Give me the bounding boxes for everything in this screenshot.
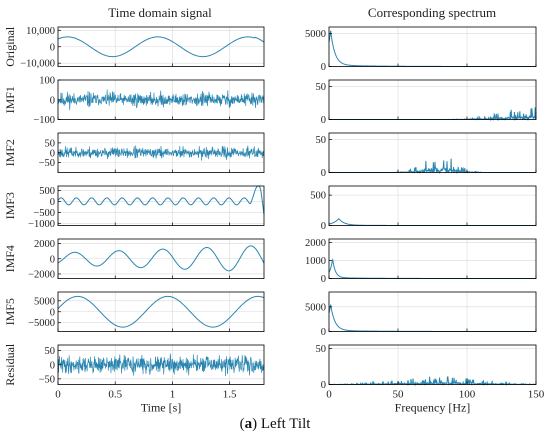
- spectrum-row-imf1: 50 0: [316, 79, 537, 126]
- series-line-imf5: [57, 295, 265, 328]
- spectrum-row-imf4: 2000 1000 0: [305, 238, 537, 285]
- x-tick-label: 0: [55, 389, 61, 401]
- series-line-imf3: [57, 185, 265, 215]
- axes-frame: [328, 79, 537, 120]
- y-tick-label: −50: [39, 158, 55, 169]
- series-line-imf1: [329, 107, 537, 122]
- y-tick-label: 0: [50, 197, 55, 208]
- y-tick-label: 0: [321, 115, 326, 126]
- series-line-residual: [328, 375, 537, 387]
- y-tick-label: 1000: [305, 256, 326, 267]
- time-row-imf2: 500−50 IMF2: [3, 132, 265, 173]
- series-line-imf3: [328, 218, 536, 226]
- axes-frame: [328, 26, 537, 67]
- axes-frame: [328, 291, 537, 332]
- time-row-imf1: 100 0 −100 IMF1: [3, 76, 265, 126]
- series-line-imf2: [57, 145, 265, 161]
- spectrum-row-original: 5000 0: [305, 26, 537, 73]
- spectrum-row-imf5: 5000 0: [305, 291, 537, 338]
- y-tick-label: −500: [33, 208, 55, 219]
- time-row-imf3: 5000−500−1000 IMF3: [3, 185, 265, 230]
- x-tick-label: 0.5: [108, 389, 122, 401]
- series-line-residual: [57, 353, 265, 377]
- y-tick-label: 500: [39, 186, 55, 197]
- y-tick-label: 50: [45, 346, 56, 357]
- y-tick-label: 2000: [34, 239, 55, 250]
- left-panel-title: Time domain signal: [108, 5, 212, 20]
- series-line-imf4: [57, 245, 265, 272]
- y-tick-label: 500: [310, 191, 326, 202]
- x-tick-label: 150: [528, 389, 545, 401]
- row-label-imf4: IMF4: [3, 245, 17, 272]
- y-tick-label: 0: [321, 62, 326, 73]
- x-axis-label: Frequency [Hz]: [395, 401, 471, 415]
- row-label-residual: Residual: [3, 343, 17, 386]
- y-tick-label: −1000: [28, 219, 55, 230]
- axes-frame: [328, 185, 537, 226]
- y-tick-label: 50: [45, 138, 56, 149]
- y-tick-label: 0: [321, 168, 326, 179]
- y-tick-label: 5000: [305, 29, 326, 40]
- spectrum-row-imf3: 500 0: [310, 185, 537, 232]
- y-tick-label: 0: [321, 380, 326, 391]
- axes-frame: [328, 238, 537, 279]
- series-line-original: [328, 30, 536, 67]
- y-tick-label: 5000: [34, 296, 55, 307]
- y-tick-label: 10,000: [26, 26, 55, 37]
- series-line-imf5: [328, 304, 536, 332]
- caption-label: a: [244, 416, 253, 432]
- y-tick-label: 0: [50, 254, 55, 265]
- axes-frame: [328, 344, 537, 385]
- right-panel-title: Corresponding spectrum: [368, 5, 496, 20]
- y-tick-label: 0: [50, 307, 55, 318]
- y-tick-label: 0: [50, 360, 55, 371]
- x-tick-label: 100: [459, 389, 476, 401]
- figure-caption: (a) Left Tilt: [239, 416, 311, 432]
- row-label-imf2: IMF2: [3, 139, 17, 166]
- x-tick-label: 0: [326, 389, 332, 401]
- y-tick-label: 2000: [305, 238, 326, 249]
- y-tick-label: −5000: [28, 318, 55, 329]
- axes-frame: [57, 185, 265, 226]
- y-tick-label: 50: [316, 82, 327, 93]
- series-line-imf4: [328, 258, 536, 279]
- y-tick-label: 100: [39, 76, 55, 87]
- spectrum-row-imf2: 50 0: [316, 132, 537, 179]
- series-line-original: [57, 36, 265, 58]
- x-tick-label: 1: [170, 389, 176, 401]
- caption-text: Left Tilt: [257, 416, 311, 432]
- y-tick-label: −10,000: [20, 59, 55, 70]
- x-tick-label: 1.5: [223, 389, 237, 401]
- y-tick-label: −2000: [28, 269, 55, 280]
- y-tick-label: 0: [50, 95, 55, 106]
- spectrum-row-residual: 50 00 50 100 150 Frequency [Hz]: [316, 344, 545, 414]
- axes-frame: [328, 132, 537, 173]
- y-tick-label: −50: [39, 374, 55, 385]
- y-tick-label: −100: [33, 115, 55, 126]
- x-tick-label: 50: [393, 389, 405, 401]
- y-tick-label: 50: [316, 135, 327, 146]
- subplot-grid: 10,0000−10,000Original1000−100IMF1500−50…: [3, 26, 545, 415]
- row-label-original: Original: [3, 26, 17, 67]
- y-tick-label: 0: [321, 327, 326, 338]
- time-row-imf4: 2000 0 −2000 IMF4: [3, 238, 265, 280]
- row-label-imf1: IMF1: [3, 86, 17, 113]
- y-tick-label: 0: [50, 42, 55, 53]
- y-tick-label: 0: [321, 221, 326, 232]
- series-line-imf1: [57, 89, 265, 111]
- y-tick-label: 50: [316, 344, 327, 355]
- row-label-imf3: IMF3: [3, 192, 17, 219]
- y-tick-label: 0: [50, 148, 55, 159]
- y-tick-label: 5000: [305, 302, 326, 313]
- row-label-imf5: IMF5: [3, 298, 17, 325]
- y-tick-label: 0: [321, 274, 326, 285]
- series-line-imf2: [329, 158, 536, 175]
- x-axis-label: Time [s]: [141, 401, 182, 415]
